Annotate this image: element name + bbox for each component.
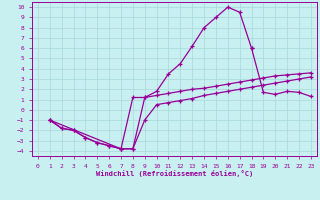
X-axis label: Windchill (Refroidissement éolien,°C): Windchill (Refroidissement éolien,°C)	[96, 170, 253, 177]
